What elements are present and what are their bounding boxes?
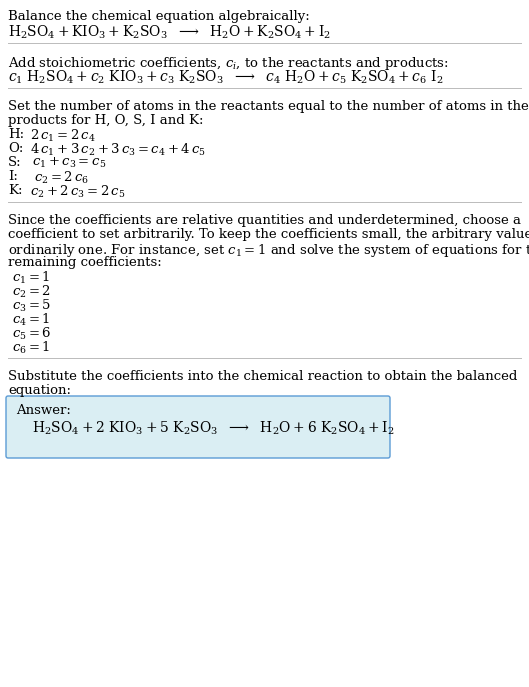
FancyBboxPatch shape <box>6 396 390 458</box>
Text: $c_1 = 1$: $c_1 = 1$ <box>12 270 50 286</box>
Text: remaining coefficients:: remaining coefficients: <box>8 256 162 269</box>
Text: $c_4 = 1$: $c_4 = 1$ <box>12 312 50 328</box>
Text: Answer:: Answer: <box>16 404 71 417</box>
Text: products for H, O, S, I and K:: products for H, O, S, I and K: <box>8 114 204 127</box>
Text: Balance the chemical equation algebraically:: Balance the chemical equation algebraica… <box>8 10 310 23</box>
Text: $c_2 + 2\,c_3 = 2\,c_5$: $c_2 + 2\,c_3 = 2\,c_5$ <box>30 184 125 200</box>
Text: ordinarily one. For instance, set $c_1 = 1$ and solve the system of equations fo: ordinarily one. For instance, set $c_1 =… <box>8 242 529 259</box>
Text: K:: K: <box>8 184 23 197</box>
Text: $c_2 = 2$: $c_2 = 2$ <box>12 284 51 300</box>
Text: equation:: equation: <box>8 384 71 397</box>
Text: $2\,c_1 = 2\,c_4$: $2\,c_1 = 2\,c_4$ <box>30 128 96 144</box>
Text: O:: O: <box>8 142 23 155</box>
Text: $c_5 = 6$: $c_5 = 6$ <box>12 326 51 342</box>
Text: H:: H: <box>8 128 24 141</box>
Text: Substitute the coefficients into the chemical reaction to obtain the balanced: Substitute the coefficients into the che… <box>8 370 517 383</box>
Text: $c_3 = 5$: $c_3 = 5$ <box>12 298 51 314</box>
Text: $c_1\ \mathrm{H_2SO_4} + c_2\ \mathrm{KIO_3} + c_3\ \mathrm{K_2SO_3}\ \ \longrig: $c_1\ \mathrm{H_2SO_4} + c_2\ \mathrm{KI… <box>8 69 443 87</box>
Text: $4\,c_1 + 3\,c_2 + 3\,c_3 = c_4 + 4\,c_5$: $4\,c_1 + 3\,c_2 + 3\,c_3 = c_4 + 4\,c_5… <box>30 142 206 158</box>
Text: coefficient to set arbitrarily. To keep the coefficients small, the arbitrary va: coefficient to set arbitrarily. To keep … <box>8 228 529 241</box>
Text: Set the number of atoms in the reactants equal to the number of atoms in the: Set the number of atoms in the reactants… <box>8 100 529 113</box>
Text: Add stoichiometric coefficients, $c_i$, to the reactants and products:: Add stoichiometric coefficients, $c_i$, … <box>8 55 449 72</box>
Text: $c_2 = 2\,c_6$: $c_2 = 2\,c_6$ <box>34 170 89 186</box>
Text: $\mathrm{H_2SO_4} + 2\ \mathrm{KIO_3} + 5\ \mathrm{K_2SO_3}\ \ \longrightarrow\ : $\mathrm{H_2SO_4} + 2\ \mathrm{KIO_3} + … <box>32 420 395 438</box>
Text: I:: I: <box>8 170 18 183</box>
Text: $\mathrm{H_2SO_4 + KIO_3 + K_2SO_3 \ \ \longrightarrow \ \ H_2O + K_2SO_4 + I_2}: $\mathrm{H_2SO_4 + KIO_3 + K_2SO_3 \ \ \… <box>8 24 331 41</box>
Text: S:: S: <box>8 156 22 169</box>
Text: Since the coefficients are relative quantities and underdetermined, choose a: Since the coefficients are relative quan… <box>8 214 521 227</box>
Text: $c_6 = 1$: $c_6 = 1$ <box>12 340 50 356</box>
Text: $c_1 + c_3 = c_5$: $c_1 + c_3 = c_5$ <box>32 156 106 170</box>
